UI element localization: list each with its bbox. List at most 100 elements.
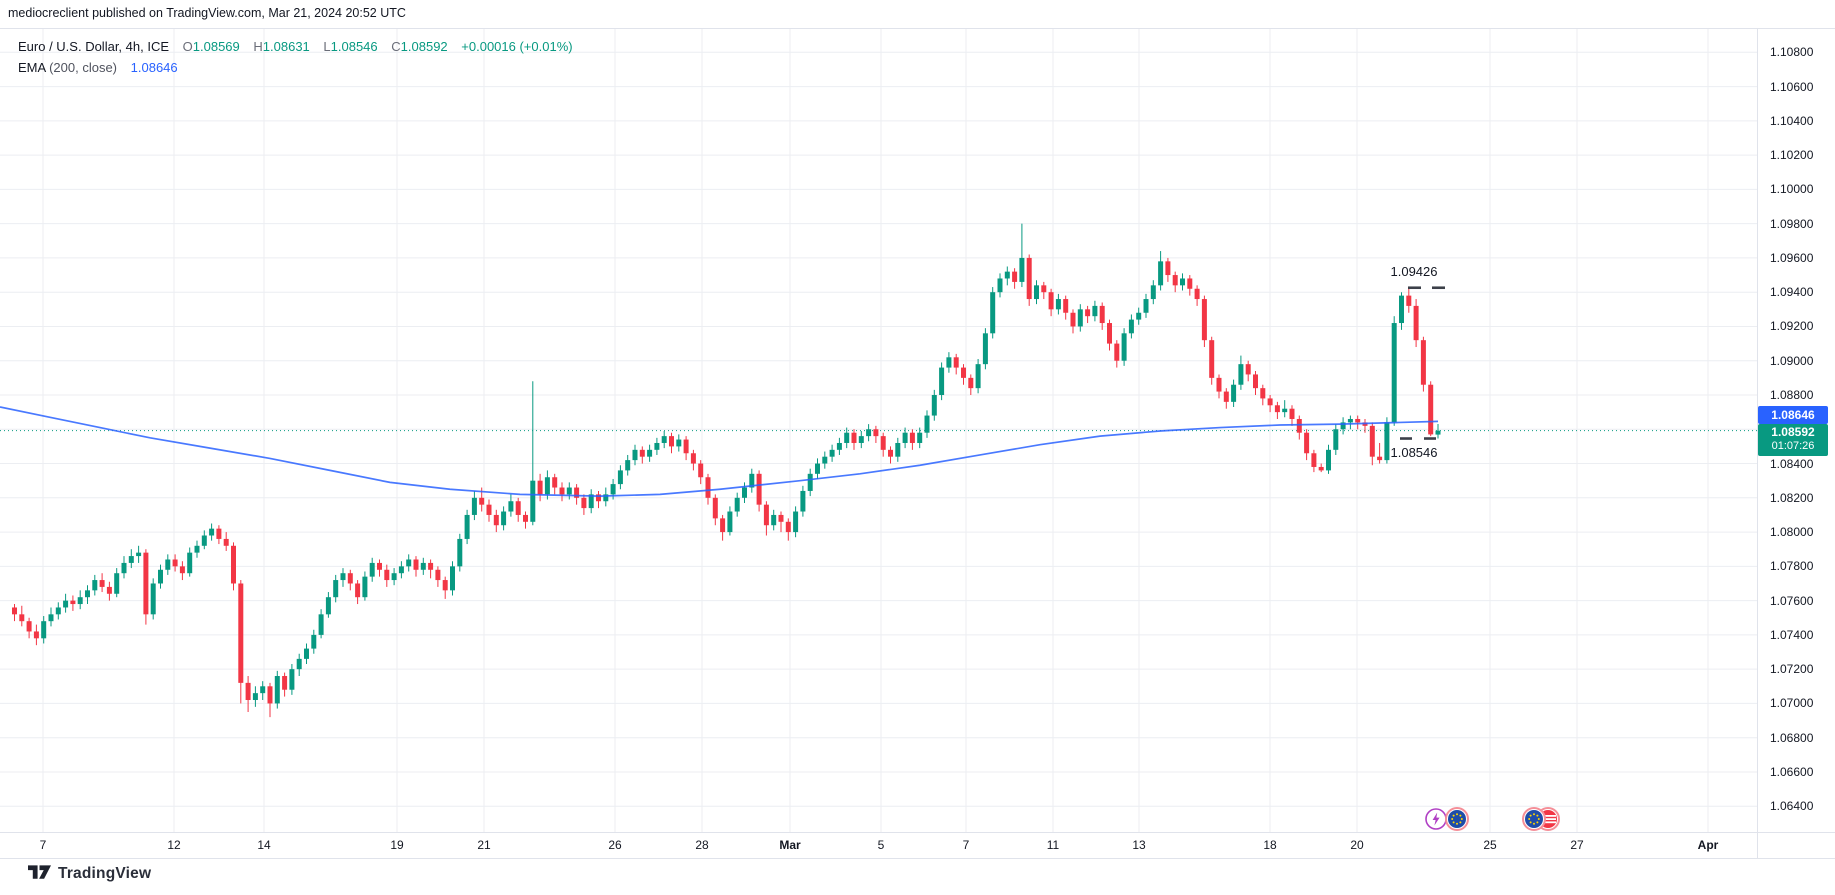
candle-body <box>33 631 39 639</box>
candle-body <box>296 658 302 670</box>
candle-body <box>763 504 769 526</box>
candle-body <box>785 521 791 533</box>
event-marker-cluster-2[interactable] <box>1521 807 1561 831</box>
candle-body <box>77 597 83 605</box>
time-axis-label: Apr <box>1697 838 1719 852</box>
candle-body <box>997 278 1003 293</box>
candle-body <box>1391 323 1397 423</box>
candle-body <box>413 559 419 570</box>
candle-body <box>515 501 521 515</box>
eu-flag-striped-icon[interactable] <box>1521 807 1561 831</box>
candle-body <box>523 514 528 522</box>
candle-body <box>391 573 397 581</box>
price-axis-label: 1.10600 <box>1770 79 1814 94</box>
time-axis-label: 19 <box>390 838 404 852</box>
low-value: 1.08546 <box>330 39 378 54</box>
event-marker-cluster-1[interactable] <box>1424 807 1469 831</box>
price-axis-label: 1.08400 <box>1770 456 1814 471</box>
candle-body <box>1260 388 1266 399</box>
candle-body <box>1099 305 1105 324</box>
candle-body <box>121 562 127 574</box>
tradingview-logo-text: TradingView <box>58 865 152 882</box>
candle-body <box>325 597 331 615</box>
candle-body <box>588 494 594 509</box>
candle-body <box>1223 391 1229 402</box>
candle-body <box>1055 299 1061 310</box>
price-axis-label: 1.10000 <box>1770 182 1814 197</box>
candle-body <box>1041 285 1047 293</box>
candle-body <box>778 514 784 522</box>
symbol-title[interactable]: Euro / U.S. Dollar, 4h, ICE <box>18 39 170 54</box>
ema-indicator-name[interactable]: EMA <box>18 60 46 75</box>
tradingview-logo[interactable]: TradingView <box>28 864 151 884</box>
candle-body <box>1406 295 1412 306</box>
candle-body <box>712 497 718 519</box>
candle-body <box>888 449 893 457</box>
candle-body <box>136 552 142 557</box>
time-axis-label: 25 <box>1483 838 1497 852</box>
price-axis-label: 1.07400 <box>1770 627 1814 642</box>
price-axis-label: 1.10400 <box>1770 113 1814 128</box>
candle-body <box>552 477 558 488</box>
time-axis-label: 12 <box>167 838 181 852</box>
candle-body <box>844 432 850 443</box>
ema-legend-row[interactable]: EMA (200, close) 1.08646 <box>18 57 573 78</box>
candle-body <box>355 583 361 598</box>
price-axis-label: 1.08000 <box>1770 525 1814 540</box>
candle-body <box>289 669 295 690</box>
price-axis-label: 1.10800 <box>1770 45 1814 60</box>
tradingview-logo-icon <box>28 865 51 879</box>
candle-body <box>55 607 61 615</box>
candle-body <box>771 514 777 526</box>
candle-body <box>676 439 682 447</box>
candle-body <box>428 562 434 570</box>
candle-body <box>1216 377 1222 392</box>
candle-body <box>1150 285 1156 300</box>
candle-body <box>953 357 959 368</box>
candle-body <box>282 676 288 690</box>
time-axis-separator <box>0 832 1835 833</box>
candle-body <box>917 432 923 443</box>
candle-body <box>398 566 404 574</box>
candle-body <box>245 682 251 701</box>
close-key: C <box>391 39 401 54</box>
candle-body <box>596 494 601 502</box>
candle-body <box>690 453 696 464</box>
candle-body <box>924 415 930 433</box>
candle-body <box>172 559 178 567</box>
candle-body <box>683 439 689 454</box>
candle-body <box>464 514 470 539</box>
candle-body <box>1435 430 1441 435</box>
candle-body <box>581 497 587 509</box>
candle-body <box>1333 429 1339 450</box>
candle-body <box>260 686 266 694</box>
candle-body <box>661 436 667 443</box>
time-axis-label: Mar <box>779 838 801 852</box>
symbol-legend-row[interactable]: Euro / U.S. Dollar, 4h, ICE O1.08569 H1.… <box>18 36 573 57</box>
time-axis-label: 7 <box>39 838 47 852</box>
price-axis-label: 1.09400 <box>1770 285 1814 300</box>
candle-body <box>1077 309 1083 327</box>
ema-price-badge: 1.08646 <box>1758 406 1828 424</box>
candle-body <box>1085 309 1091 317</box>
eu-flag-icon[interactable] <box>1445 807 1469 831</box>
candle-body <box>931 395 937 416</box>
candle-body <box>1143 299 1149 313</box>
candle-body <box>1340 422 1346 430</box>
candle-body <box>158 569 163 584</box>
price-axis-label: 1.07800 <box>1770 559 1814 574</box>
price-axis-label: 1.08800 <box>1770 388 1814 402</box>
candle-body <box>807 473 813 491</box>
candle-body <box>1413 305 1419 341</box>
candle-body <box>1092 305 1098 317</box>
candle-body <box>793 511 799 533</box>
candle-body <box>501 511 507 526</box>
candle-body <box>742 487 747 498</box>
chart-bottom-border <box>0 858 1835 859</box>
candle-body <box>829 449 835 457</box>
candle-body <box>1048 292 1054 310</box>
candle-body <box>909 432 915 443</box>
candle-body <box>1180 278 1185 286</box>
